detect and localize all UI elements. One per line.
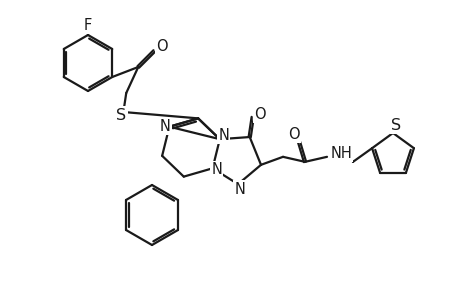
Text: S: S: [116, 107, 126, 122]
Text: F: F: [84, 17, 92, 32]
Text: NH: NH: [330, 146, 351, 161]
Text: N: N: [160, 119, 170, 134]
Text: N: N: [234, 182, 245, 197]
Text: O: O: [156, 38, 168, 53]
Text: N: N: [218, 128, 229, 143]
Text: N: N: [211, 162, 222, 177]
Text: O: O: [253, 106, 265, 122]
Text: O: O: [288, 127, 299, 142]
Text: S: S: [390, 118, 400, 133]
